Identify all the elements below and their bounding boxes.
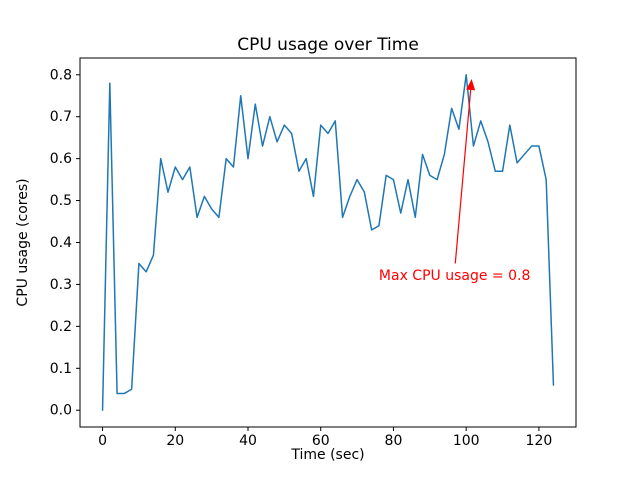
y-tick-label: 0.4 [50,235,72,251]
annotation-arrow-shaft [454,89,472,264]
x-tick-label: 100 [453,433,480,449]
annotation-arrow-head [466,78,476,91]
plot-area: 0 20 40 60 80 100 120 0.0 0.1 0.2 0.3 0.4 0.5 0.6 0.7 0… [50,57,577,449]
chart-title: CPU usage over Time [237,35,419,55]
y-tick-label: 0.3 [50,277,72,293]
x-tick-label: 60 [312,433,330,449]
x-tick-label: 80 [385,433,403,449]
x-axis-label: Time (sec) [290,447,364,463]
y-tick-label: 0.6 [50,151,72,167]
y-tick-label: 0.7 [50,109,72,125]
y-tick-label: 0.5 [50,193,72,209]
x-tick-label: 120 [526,433,553,449]
axes-box [79,57,577,428]
y-tick-label: 0.0 [50,403,72,419]
x-tick-label: 40 [239,433,257,449]
y-tick-label: 0.8 [50,67,72,83]
y-tick-label: 0.1 [50,361,72,377]
y-tick-label: 0.2 [50,319,72,335]
x-tick-label: 20 [166,433,184,449]
max-cpu-annotation-text: Max CPU usage = 0.8 [379,268,530,284]
x-tick-label: 0 [98,433,107,449]
y-axis-label: CPU usage (cores) [15,178,31,306]
cpu-usage-line [101,74,555,411]
